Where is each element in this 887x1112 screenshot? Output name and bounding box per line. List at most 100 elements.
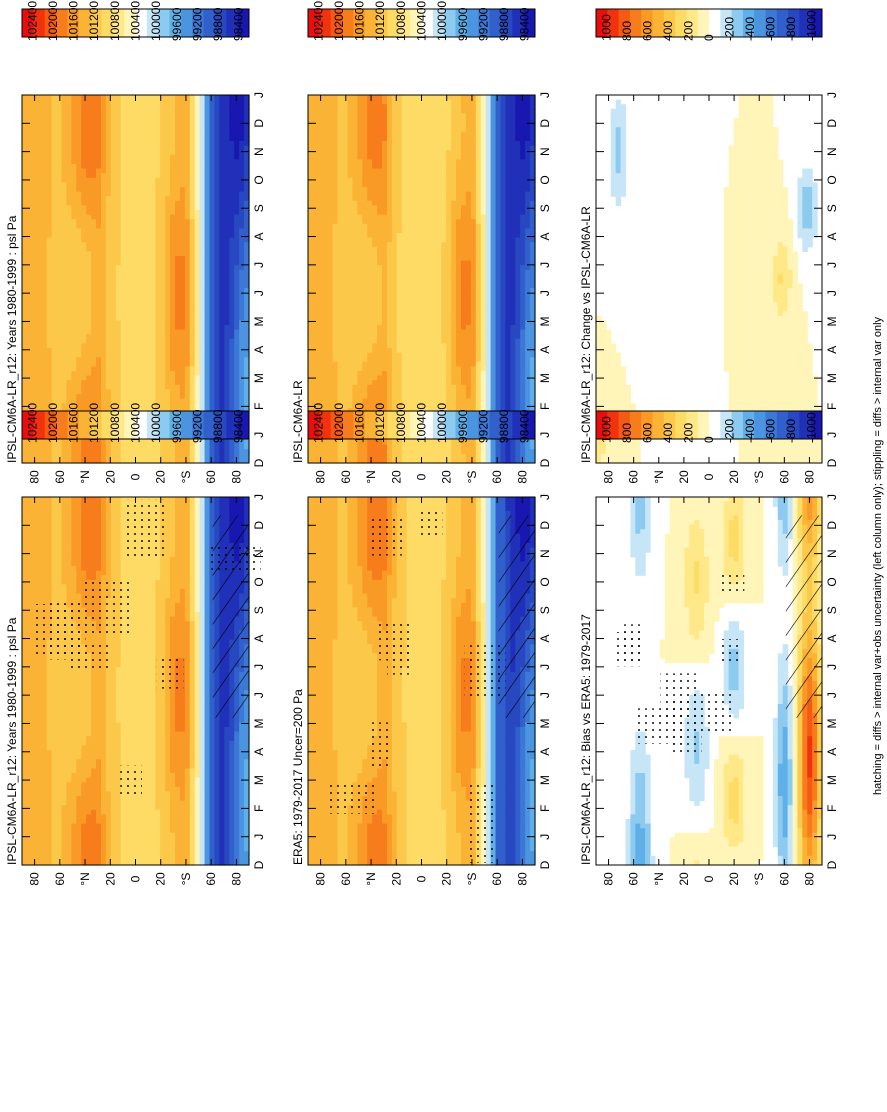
heat-cell bbox=[51, 704, 58, 710]
heat-cell bbox=[56, 108, 63, 114]
heat-cell bbox=[239, 791, 245, 797]
heat-cell bbox=[140, 713, 146, 719]
heat-cell bbox=[26, 306, 33, 312]
heat-cell bbox=[170, 538, 176, 544]
heat-cell bbox=[46, 145, 53, 151]
heat-cell bbox=[91, 352, 97, 358]
heat-cell bbox=[22, 524, 28, 530]
heat-cell bbox=[204, 584, 211, 590]
heat-cell bbox=[145, 837, 151, 843]
heat-cell bbox=[150, 837, 156, 843]
heat-cell bbox=[224, 819, 230, 825]
heat-cell bbox=[189, 543, 196, 549]
heat-cell bbox=[31, 99, 38, 105]
heat-cell bbox=[86, 150, 92, 156]
heat-cell bbox=[140, 773, 146, 779]
heat-cell bbox=[51, 297, 58, 303]
heat-cell bbox=[244, 796, 250, 802]
heat-cell bbox=[110, 681, 117, 687]
heat-cell bbox=[96, 547, 102, 553]
heat-cell bbox=[66, 274, 72, 280]
heat-cell bbox=[81, 357, 87, 363]
heat-cell bbox=[204, 524, 211, 530]
heat-cell bbox=[71, 754, 77, 760]
heat-cell bbox=[51, 256, 58, 262]
heat-cell bbox=[145, 644, 151, 650]
heat-cell bbox=[26, 589, 33, 595]
heat-cell bbox=[189, 639, 196, 645]
heat-cell bbox=[26, 593, 33, 599]
heat-cell bbox=[150, 846, 156, 852]
heat-cell bbox=[86, 763, 92, 769]
heat-cell bbox=[130, 616, 137, 622]
heat-cell bbox=[22, 311, 28, 317]
heat-cell bbox=[22, 141, 28, 147]
heat-cell bbox=[56, 828, 63, 834]
heat-cell bbox=[199, 731, 206, 737]
heat-cell bbox=[41, 745, 48, 751]
heat-cell bbox=[51, 708, 58, 714]
heat-cell bbox=[214, 506, 220, 512]
heat-cell bbox=[184, 777, 191, 783]
heat-cell bbox=[61, 676, 68, 682]
heat-cell bbox=[51, 671, 58, 677]
heat-cell bbox=[86, 168, 92, 174]
heat-cell bbox=[214, 814, 220, 820]
heat-cell bbox=[219, 768, 225, 774]
heat-cell bbox=[86, 242, 92, 248]
heat-cell bbox=[86, 297, 92, 303]
heat-cell bbox=[135, 639, 142, 645]
heat-cell bbox=[91, 380, 97, 386]
heat-cell bbox=[76, 214, 82, 220]
heat-cell bbox=[91, 832, 97, 838]
heat-cell bbox=[204, 681, 211, 687]
heat-cell bbox=[81, 846, 87, 852]
heat-cell bbox=[234, 855, 240, 861]
heat-cell bbox=[86, 529, 92, 535]
heat-cell bbox=[234, 832, 240, 838]
heat-cell bbox=[41, 736, 48, 742]
heat-cell bbox=[81, 159, 87, 165]
heat-cell bbox=[219, 819, 225, 825]
heat-cell bbox=[41, 791, 48, 797]
heat-cell bbox=[61, 593, 68, 599]
heat-cell bbox=[100, 575, 107, 581]
heat-cell bbox=[160, 713, 166, 719]
heat-cell bbox=[120, 497, 127, 503]
heat-cell bbox=[91, 556, 97, 562]
heat-cell bbox=[41, 274, 48, 280]
heat-cell bbox=[214, 750, 220, 756]
heat-cell bbox=[96, 177, 102, 183]
heat-cell bbox=[61, 566, 68, 572]
heat-cell bbox=[170, 759, 176, 765]
heat-cell bbox=[71, 681, 77, 687]
heat-cell bbox=[140, 685, 146, 691]
heat-cell bbox=[199, 506, 206, 512]
heat-cell bbox=[36, 338, 43, 344]
heat-cell bbox=[165, 635, 171, 641]
heat-cell bbox=[199, 736, 206, 742]
heat-cell bbox=[115, 819, 122, 825]
heat-cell bbox=[71, 329, 77, 335]
heat-cell bbox=[31, 375, 38, 381]
heat-cell bbox=[105, 786, 112, 792]
heat-cell bbox=[51, 384, 58, 390]
heat-cell bbox=[165, 814, 171, 820]
heat-cell bbox=[165, 786, 171, 792]
heat-cell bbox=[41, 145, 48, 151]
heat-cell bbox=[46, 118, 53, 124]
heat-cell bbox=[86, 343, 92, 349]
heat-cell bbox=[120, 740, 127, 746]
heat-cell bbox=[229, 819, 235, 825]
heat-cell bbox=[234, 750, 240, 756]
heat-cell bbox=[81, 704, 87, 710]
heat-cell bbox=[165, 722, 171, 728]
heat-cell bbox=[86, 440, 92, 446]
heat-cell bbox=[36, 233, 43, 239]
heat-cell bbox=[26, 334, 33, 340]
heat-cell bbox=[120, 648, 127, 654]
heat-cell bbox=[56, 759, 63, 765]
heat-cell bbox=[194, 612, 201, 618]
heat-cell bbox=[170, 625, 176, 631]
heat-cell bbox=[22, 653, 28, 659]
